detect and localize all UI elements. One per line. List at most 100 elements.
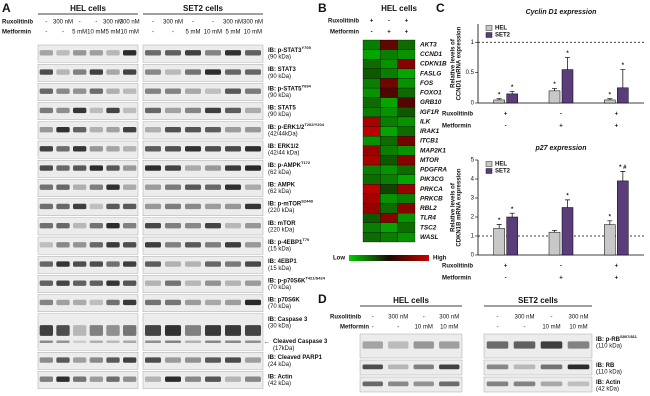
dose: - [152,30,154,36]
blot-label: IB: Actin [268,374,293,380]
band [89,88,103,94]
blot-name: IB: STAT5 [268,105,296,111]
gene-label: IGF1R [420,109,439,116]
band [106,222,120,229]
band [225,261,241,267]
bar [617,180,629,256]
heat-cell [380,155,398,166]
band [56,88,70,94]
blot [142,121,264,140]
band [362,381,383,387]
band [123,184,137,190]
band [39,299,53,306]
bar [561,69,574,104]
gene-label: CDKN1B [420,61,447,68]
y-tick-label: 4 [471,177,475,183]
blot [142,236,264,255]
band [513,381,536,387]
band [205,280,221,286]
heat-cell [397,145,416,156]
blot-label: IB: p-p70S6KT421/S424 [268,275,326,284]
heat-cell [362,39,381,50]
heat-cell [397,136,416,146]
heat-cell [397,97,416,108]
band [89,340,103,343]
band [89,242,103,248]
blot-label: IB: p-ERK1/2T202/Y204 [268,122,325,131]
heatmap-title: HEL cells [381,4,417,13]
band [56,146,70,152]
band [123,126,137,133]
band [165,203,181,210]
gene-label: CCND1 [420,51,442,58]
condition-sign: + [559,124,563,130]
blot [37,217,139,236]
band [245,340,261,343]
heat-cell [362,193,381,204]
blot-label: IB: mTOR [268,220,296,226]
dose: 10 mM [415,325,433,331]
band [39,340,53,343]
blot [37,121,139,140]
blot-site: T421/S424 [305,275,325,280]
heat-cell [397,126,416,137]
heat-cell [380,164,398,175]
band [73,165,87,171]
band [106,165,120,171]
gene-label: ITCB1 [420,138,439,145]
band [73,203,87,210]
band [513,364,536,370]
blot-site: T172 [301,160,311,165]
heat-cell [380,78,398,89]
dose: 10 mM [120,30,138,36]
band [225,107,241,114]
band [123,357,137,363]
band [225,357,241,363]
gene-label: RBL2 [420,205,437,212]
heat-cell [380,232,398,243]
band [56,69,70,75]
heat-cell [397,107,416,118]
significance: * [553,82,556,88]
band [39,107,53,114]
gene-label: MTOR [420,157,439,164]
band [185,222,201,229]
band [56,340,70,343]
blot-name: IB: p-mTOR [268,201,302,207]
band [185,325,201,336]
band [106,88,120,94]
band [165,69,181,75]
legend-swatch [485,32,493,38]
blot-site: Y705 [301,45,311,50]
band [39,146,53,152]
blot-label: IB: STAT5 [268,105,296,111]
band [225,88,241,94]
condition-sign: + [615,264,619,270]
band [106,325,120,336]
band [439,381,460,387]
band [145,165,161,171]
dose: 5 mM [106,30,121,36]
band [39,88,53,94]
bar [561,207,574,256]
band [73,376,87,382]
blot-kda: (62 kDa) [268,189,291,195]
dose: - [423,315,425,321]
arrow: ← [264,340,270,346]
blot-site: Y694 [301,83,311,88]
significance: * [609,214,612,220]
band [185,184,201,190]
dose: - [62,30,64,36]
dose: - [551,315,553,321]
band [56,184,70,190]
condition-name: Ruxolitinib [328,19,359,25]
band [106,203,120,210]
band [106,340,120,343]
band [540,364,563,370]
significance: * [566,193,569,199]
band [225,340,241,343]
band [486,341,509,349]
band [56,325,70,336]
heat-cell [362,212,381,223]
band [185,261,201,267]
